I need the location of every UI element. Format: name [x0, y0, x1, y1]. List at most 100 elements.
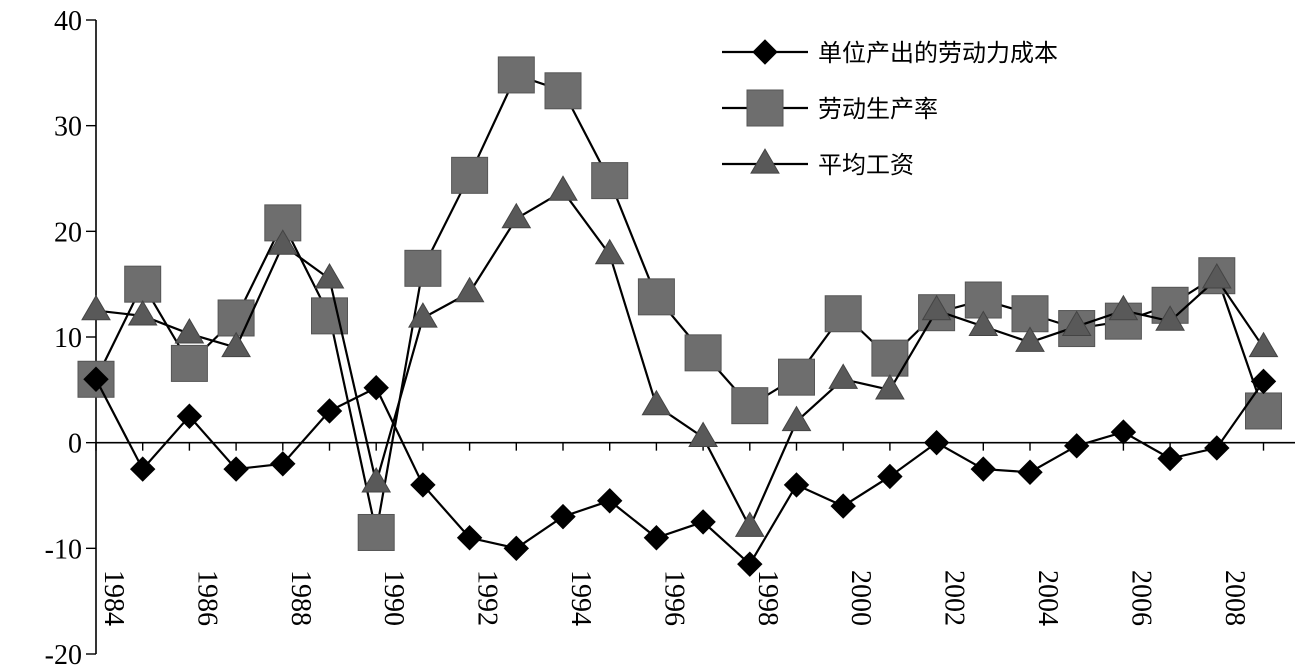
- x-tick-label: 2002: [939, 570, 970, 626]
- data-point-square: [871, 339, 909, 377]
- data-point-diamond: [1250, 368, 1277, 395]
- data-point-diamond: [643, 525, 670, 551]
- legend-marker-triangle: [750, 148, 780, 174]
- data-point-diamond: [1204, 435, 1230, 461]
- data-point-diamond: [83, 366, 109, 392]
- x-tick-label: 1986: [191, 570, 222, 626]
- data-point-triangle: [454, 276, 485, 303]
- data-point-diamond: [176, 403, 203, 429]
- data-point-triangle: [1108, 294, 1139, 321]
- y-tick-label: 40: [54, 6, 82, 37]
- data-point-diamond: [596, 488, 623, 514]
- data-point-diamond: [923, 429, 950, 456]
- data-point-square: [544, 72, 582, 110]
- y-tick-label: 20: [54, 217, 82, 248]
- data-point-triangle: [267, 229, 298, 255]
- data-point-triangle: [174, 317, 205, 344]
- series-diamond: [83, 366, 1277, 577]
- data-point-triangle: [688, 421, 718, 448]
- data-point-diamond: [550, 503, 576, 530]
- x-tick-label: 1994: [565, 570, 596, 626]
- data-point-triangle: [781, 405, 812, 432]
- data-point-diamond: [503, 535, 530, 562]
- x-tick-label: 2004: [1032, 570, 1063, 626]
- data-point-square: [778, 358, 815, 396]
- data-point-diamond: [830, 493, 856, 519]
- x-tick-label: 2000: [845, 570, 876, 626]
- data-point-triangle: [1248, 331, 1279, 358]
- data-point-square: [357, 513, 395, 551]
- data-point-diamond: [1157, 445, 1183, 472]
- data-point-triangle: [314, 263, 345, 289]
- data-point-diamond: [737, 551, 763, 577]
- data-point-triangle: [548, 175, 578, 201]
- data-point-triangle: [641, 389, 672, 416]
- data-point-diamond: [316, 398, 343, 424]
- data-point-triangle: [875, 373, 905, 400]
- series-layer: [77, 56, 1282, 577]
- x-tick-label: 1988: [285, 570, 316, 626]
- x-tick-label: 1998: [752, 570, 783, 626]
- data-point-square: [824, 295, 862, 333]
- data-point-triangle: [81, 294, 111, 321]
- data-point-diamond: [1110, 419, 1137, 445]
- data-point-diamond: [129, 456, 156, 482]
- data-point-square: [497, 56, 535, 94]
- data-point-diamond: [1063, 433, 1090, 459]
- data-point-diamond: [456, 525, 483, 551]
- data-point-triangle: [501, 202, 532, 229]
- legend-item-square: 劳动生产率: [722, 89, 938, 127]
- x-axis-ticks: 1984 1986 1988 1990 1992 1994 1996 1998 2000 2002…: [95, 442, 1265, 626]
- data-point-square: [591, 162, 629, 200]
- legend-label: 平均工资: [818, 151, 914, 179]
- data-point-square: [637, 278, 675, 316]
- data-point-diamond: [877, 463, 903, 490]
- data-point-triangle: [221, 331, 251, 358]
- data-point-square: [1011, 295, 1049, 333]
- data-point-diamond: [410, 472, 436, 498]
- data-point-triangle: [968, 310, 999, 337]
- data-point-diamond: [690, 509, 716, 535]
- data-point-square: [170, 344, 208, 382]
- data-point-triangle: [1061, 310, 1092, 337]
- legend-item-triangle: 平均工资: [722, 148, 914, 179]
- data-point-square: [124, 265, 162, 303]
- data-point-diamond: [363, 375, 389, 401]
- legend-label: 劳动生产率: [818, 95, 938, 123]
- x-tick-label: 2008: [1219, 570, 1250, 626]
- data-point-square: [684, 334, 722, 372]
- series-line-diamond: [95, 378, 1265, 566]
- data-point-square: [311, 297, 348, 335]
- data-point-diamond: [1017, 459, 1043, 485]
- data-point-triangle: [1155, 305, 1185, 331]
- data-point-diamond: [783, 472, 810, 498]
- data-point-diamond: [970, 456, 997, 482]
- data-point-triangle: [921, 294, 952, 321]
- y-tick-label: -10: [45, 534, 82, 565]
- data-point-triangle: [828, 363, 859, 389]
- y-axis-ticks: 40 30 20 10 0 -10 -20: [45, 6, 96, 671]
- legend-marker-square: [746, 89, 784, 127]
- x-tick-label: 1990: [378, 570, 409, 626]
- series-line-triangle: [95, 189, 1265, 530]
- legend-item-diamond: 单位产出的劳动力成本: [722, 39, 1058, 67]
- series-triangle: [81, 175, 1279, 537]
- data-point-diamond: [223, 456, 249, 482]
- data-point-square: [451, 156, 489, 194]
- data-point-triangle: [1201, 263, 1232, 289]
- y-tick-label: 0: [68, 429, 82, 460]
- data-point-diamond: [270, 451, 296, 477]
- data-point-square: [731, 387, 769, 425]
- y-tick-label: 10: [54, 323, 82, 354]
- legend-label: 单位产出的劳动力成本: [818, 39, 1058, 67]
- series-square: [77, 56, 1282, 551]
- y-tick-label: 30: [54, 112, 82, 143]
- data-point-triangle: [1015, 326, 1045, 352]
- legend-marker-diamond: [752, 39, 778, 65]
- x-tick-label: 1984: [98, 570, 129, 626]
- x-tick-label: 1992: [472, 570, 503, 626]
- data-point-triangle: [594, 238, 625, 265]
- data-point-triangle: [408, 302, 438, 328]
